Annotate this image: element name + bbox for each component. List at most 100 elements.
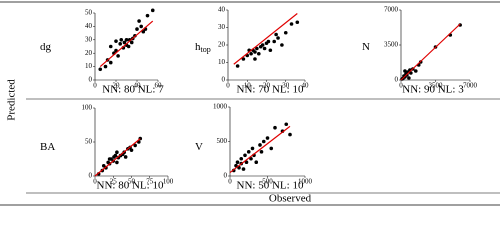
point xyxy=(243,153,247,158)
trend-line xyxy=(400,23,461,81)
point xyxy=(235,64,240,68)
point xyxy=(403,69,407,73)
point xyxy=(135,27,139,31)
point xyxy=(249,156,253,161)
y-tick-label: 20 xyxy=(218,41,226,49)
point xyxy=(413,69,418,73)
point xyxy=(115,150,119,154)
panel-label-main: dg xyxy=(40,41,52,53)
point xyxy=(257,51,261,56)
point xyxy=(276,36,280,40)
y-tick-label: 30 xyxy=(85,35,93,43)
x-tick-label: 0 xyxy=(93,178,97,186)
trend-line xyxy=(94,138,141,177)
panel-label: N xyxy=(362,41,370,53)
point xyxy=(108,44,113,49)
y-axis-label: Predicted xyxy=(6,79,18,121)
x-tick-label: 25 xyxy=(110,178,118,186)
panel-label-subscript: top xyxy=(201,45,211,54)
point xyxy=(280,43,284,47)
point xyxy=(261,139,266,144)
point xyxy=(273,125,277,130)
point xyxy=(266,39,271,44)
x-tick-label: 0 xyxy=(226,82,230,90)
y-tick-label: 40 xyxy=(218,6,226,14)
point xyxy=(246,150,251,154)
y-tick-label: 30 xyxy=(218,23,226,31)
figure: Predicted Observed 0 20 40 60 0 10 20 30 40 50 dg N… xyxy=(0,1,500,206)
point xyxy=(118,42,122,46)
panel-label-main: V xyxy=(195,141,203,153)
point xyxy=(250,146,255,151)
y-tick-label: 50 xyxy=(85,9,93,17)
panel-label: V xyxy=(195,141,203,153)
y-tick-label: 10 xyxy=(218,58,226,66)
panel-label: BA xyxy=(40,141,55,153)
point xyxy=(255,46,259,51)
point xyxy=(113,153,118,158)
point xyxy=(119,38,124,42)
panel-label: htop xyxy=(195,41,211,54)
point xyxy=(407,76,411,80)
point xyxy=(115,160,119,165)
point xyxy=(288,132,292,137)
y-tick-label: 0 xyxy=(89,76,93,84)
point xyxy=(269,146,274,151)
point xyxy=(124,38,129,42)
y-tick-label: 1000 xyxy=(213,103,228,111)
y-tick-label: 20 xyxy=(85,49,93,57)
point xyxy=(239,156,244,161)
panel-caption: NN: 90 NL: 3 xyxy=(402,84,464,96)
point xyxy=(98,67,103,72)
point xyxy=(289,22,294,26)
point xyxy=(122,40,127,45)
point xyxy=(141,29,146,34)
x-tick-label: 40 xyxy=(302,82,310,90)
panel-caption: NN: 80 NL: 7 xyxy=(102,84,164,96)
x-tick-label: 0 xyxy=(228,178,232,186)
y-tick-label: 500 xyxy=(217,137,228,145)
point xyxy=(262,46,267,51)
point xyxy=(107,157,112,161)
x-tick-label: 100 xyxy=(163,178,174,186)
x-tick-label: 75 xyxy=(146,178,154,186)
x-tick-label: 60 xyxy=(155,82,163,90)
panel-label-main: BA xyxy=(40,141,55,153)
point xyxy=(241,167,246,171)
point xyxy=(129,40,134,45)
point xyxy=(244,160,249,164)
point xyxy=(123,155,128,159)
point xyxy=(150,8,155,13)
panel-caption: NN: 50 NL: 10 xyxy=(237,180,304,192)
panel-label: dg xyxy=(40,41,52,53)
y-tick-label: 50 xyxy=(85,138,93,146)
x-tick-label: 40 xyxy=(134,82,142,90)
point xyxy=(116,54,120,58)
point xyxy=(295,20,300,25)
point xyxy=(253,57,257,61)
point xyxy=(145,13,150,18)
point xyxy=(260,43,265,47)
point xyxy=(283,30,288,35)
panel-caption: NN: 70 NL: 10 xyxy=(237,84,304,96)
point xyxy=(265,136,270,140)
y-tick-label: 0 xyxy=(89,172,93,180)
y-tick-label: 40 xyxy=(85,22,93,30)
trend-line xyxy=(229,125,291,174)
trend-line xyxy=(233,13,298,65)
x-tick-label: 500 xyxy=(262,178,273,186)
point xyxy=(253,50,257,54)
point xyxy=(139,24,143,29)
x-tick-label: 0 xyxy=(93,82,97,90)
panel-label-main: h xyxy=(195,41,201,53)
point xyxy=(249,51,253,56)
point xyxy=(284,122,289,127)
y-tick-label: 0 xyxy=(395,76,399,84)
panel-label-main: N xyxy=(362,41,370,53)
y-tick-label: 0 xyxy=(224,172,228,180)
point xyxy=(235,160,240,164)
point xyxy=(108,60,113,65)
x-tick-label: 3500 xyxy=(429,82,444,90)
point xyxy=(268,48,273,53)
x-tick-label: 20 xyxy=(263,82,271,90)
